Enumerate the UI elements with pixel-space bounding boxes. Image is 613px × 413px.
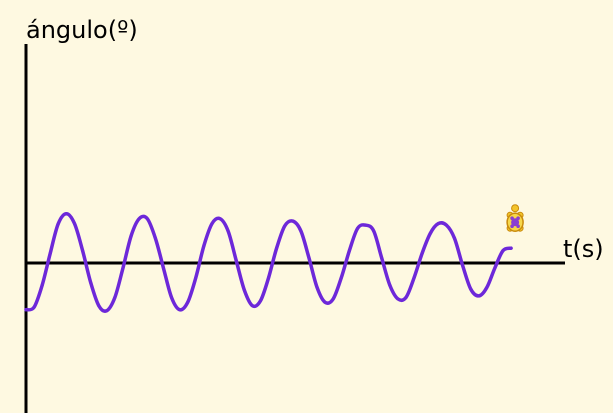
data-point: [242, 288, 246, 292]
x-axis-label: t(s): [563, 235, 604, 263]
data-point: [48, 251, 52, 255]
data-point: [40, 283, 44, 287]
data-point: [24, 308, 28, 312]
data-point: [121, 266, 125, 270]
data-point: [444, 223, 448, 227]
data-point: [315, 286, 319, 289]
data-point: [356, 227, 359, 230]
data-point: [364, 223, 368, 227]
data-point: [97, 304, 101, 308]
data-point: [56, 222, 60, 226]
y-axis-label: ángulo(º): [26, 16, 138, 44]
data-point: [404, 295, 408, 299]
data-point: [420, 251, 424, 255]
data-point: [331, 297, 335, 301]
data-point: [186, 300, 190, 304]
data-point: [64, 212, 68, 216]
data-point: [372, 229, 376, 233]
data-point: [129, 234, 133, 238]
data-point: [299, 229, 303, 233]
turtle-icon: [506, 204, 524, 232]
data-point: [339, 276, 343, 280]
data-point: [89, 281, 93, 285]
data-point: [453, 236, 456, 240]
data-point: [509, 246, 513, 250]
data-point: [218, 217, 222, 221]
data-point: [202, 244, 206, 248]
data-point: [283, 224, 287, 228]
data-point: [161, 266, 165, 270]
data-point: [259, 299, 262, 303]
data-point: [226, 229, 230, 233]
data-point: [428, 231, 432, 235]
data-point: [412, 276, 416, 280]
data-point: [291, 219, 295, 223]
data-point: [170, 295, 173, 299]
data-point: [485, 286, 489, 289]
data-point: [250, 304, 254, 308]
data-point: [493, 266, 497, 270]
data-point: [477, 294, 481, 298]
data-point: [469, 287, 473, 291]
data-point: [145, 217, 149, 221]
data-point: [137, 217, 141, 221]
data-point: [275, 246, 279, 250]
data-point: [32, 305, 36, 309]
data-point: [347, 249, 351, 253]
data-point: [113, 295, 117, 299]
data-point: [461, 263, 465, 267]
data-point: [81, 249, 85, 253]
data-point: [73, 222, 76, 226]
data-point: [501, 249, 505, 253]
data-point: [105, 309, 109, 313]
data-point: [323, 300, 327, 304]
data-point: [396, 297, 400, 301]
data-point: [210, 222, 214, 226]
data-point: [307, 256, 311, 260]
data-point: [436, 222, 440, 226]
data-point: [153, 236, 157, 240]
data-point: [388, 283, 392, 287]
data-point: [267, 276, 271, 280]
data-point: [178, 308, 182, 312]
data-point: [194, 276, 198, 280]
data-point: [234, 259, 238, 262]
data-point: [380, 256, 384, 260]
